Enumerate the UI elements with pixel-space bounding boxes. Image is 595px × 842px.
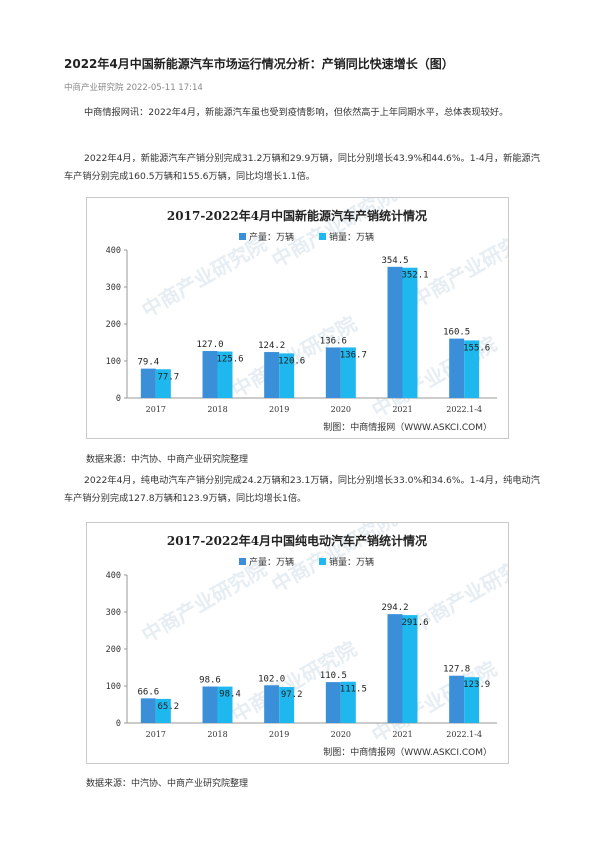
y-tick-label: 100 <box>106 357 121 367</box>
nev-chart-svg: 中商产业研究院中商产业研究院中商产业研究院中商产业研究院中商产业研究院2017-… <box>106 198 509 433</box>
x-tick-label: 2017 <box>146 405 166 414</box>
bar-sales <box>402 267 418 398</box>
data-label-sales: 77.7 <box>157 372 179 382</box>
x-tick-label: 2017 <box>146 730 166 739</box>
legend-label-sales: 销量：万辆 <box>329 231 374 243</box>
data-label-sales: 98.4 <box>219 690 241 700</box>
bar-sales <box>340 681 356 723</box>
data-label-sales: 136.7 <box>340 350 367 360</box>
data-label-sales: 120.6 <box>278 356 305 366</box>
legend-label-production: 产量：万辆 <box>249 231 294 243</box>
watermark-text: 中商产业研究院 <box>138 557 271 648</box>
data-label-sales: 155.6 <box>463 343 490 353</box>
legend-swatch-production <box>239 233 246 240</box>
watermark-text: 中商产业研究院 <box>138 232 271 323</box>
bar-sales <box>464 340 480 398</box>
data-label-production: 160.5 <box>443 328 470 338</box>
x-tick-label: 2022.1-4 <box>446 405 482 414</box>
bar-sales <box>340 347 356 398</box>
bar-sales <box>155 369 171 398</box>
x-tick-label: 2019 <box>269 405 289 414</box>
y-tick-label: 0 <box>116 394 121 404</box>
legend-swatch-sales <box>319 233 326 240</box>
bar-production <box>387 266 403 398</box>
data-label-production: 66.6 <box>137 687 159 697</box>
legend-label-sales: 销量：万辆 <box>329 556 374 568</box>
data-label-sales: 65.2 <box>157 702 179 712</box>
bar-production <box>140 698 156 723</box>
source-note-2: 数据来源：中汽协、中商产业研究院整理 <box>86 779 249 789</box>
nev-chart: 中商产业研究院中商产业研究院中商产业研究院中商产业研究院中商产业研究院2017-… <box>86 197 509 439</box>
bar-production <box>264 352 280 398</box>
x-tick-label: 2020 <box>331 405 351 414</box>
bev-paragraph: 2022年4月，纯电动汽车产销分别完成24.2万辆和23.1万辆，同比分别增长3… <box>64 475 540 504</box>
data-label-production: 127.8 <box>443 665 470 675</box>
article-title: 2022年4月中国新能源汽车市场运行情况分析：产销同比快速增长（图） <box>64 57 454 71</box>
bar-production <box>202 686 218 723</box>
data-label-production: 294.2 <box>381 603 408 613</box>
bar-production <box>202 351 218 398</box>
bar-sales <box>155 698 171 723</box>
data-label-sales: 123.9 <box>463 680 490 690</box>
x-tick-label: 2021 <box>392 730 412 739</box>
chart-title: 2017-2022年4月中国新能源汽车产销统计情况 <box>167 208 427 223</box>
bar-production <box>449 675 465 723</box>
x-tick-label: 2021 <box>392 405 412 414</box>
bar-sales <box>217 686 233 723</box>
chart-credit: 制图：中商情报网（WWW.ASKCI.COM） <box>323 421 492 433</box>
bar-production <box>387 614 403 723</box>
x-tick-label: 2019 <box>269 730 289 739</box>
data-label-production: 102.0 <box>258 674 285 684</box>
data-label-sales: 97.2 <box>281 690 303 700</box>
bar-production <box>325 347 341 398</box>
x-tick-label: 2020 <box>331 730 351 739</box>
data-label-sales: 111.5 <box>340 685 367 695</box>
x-tick-label: 2018 <box>207 405 227 414</box>
nev-paragraph: 2022年4月，新能源汽车产销分别完成31.2万辆和29.9万辆，同比分别增长4… <box>64 153 540 182</box>
bar-sales <box>402 615 418 723</box>
y-tick-label: 200 <box>106 320 121 330</box>
y-tick-label: 100 <box>106 682 121 692</box>
data-label-production: 110.5 <box>320 671 347 681</box>
data-label-production: 98.6 <box>199 676 221 686</box>
x-tick-label: 2018 <box>207 730 227 739</box>
legend-label-production: 产量：万辆 <box>249 556 294 568</box>
y-tick-label: 300 <box>106 608 121 618</box>
bar-sales <box>279 353 295 398</box>
intro-paragraph: 中商情报网讯：2022年4月，新能源汽车虽也受到疫情影响，但依然高于上年同期水平… <box>84 107 509 118</box>
y-tick-label: 0 <box>116 719 121 729</box>
y-tick-label: 200 <box>106 645 121 655</box>
data-label-sales: 291.6 <box>401 618 428 628</box>
y-tick-label: 400 <box>106 571 121 581</box>
legend-swatch-sales <box>319 558 326 565</box>
data-label-sales: 352.1 <box>401 271 428 281</box>
data-label-sales: 125.6 <box>216 355 243 365</box>
legend-swatch-production <box>239 558 246 565</box>
y-tick-label: 300 <box>106 283 121 293</box>
data-label-production: 127.0 <box>196 340 223 350</box>
bar-production <box>325 682 341 723</box>
bar-production <box>449 338 465 398</box>
data-label-production: 124.2 <box>258 341 285 351</box>
bev-chart: 中商产业研究院 中商产业研究院 中商产业研究院 中商产业研究院 中商产业研究院 2017-… <box>86 522 509 764</box>
article-meta: 中商产业研究院 2022-05-11 17:14 <box>64 83 203 93</box>
bar-sales <box>464 677 480 723</box>
data-label-production: 79.4 <box>137 358 159 368</box>
chart-credit: 制图：中商情报网（WWW.ASKCI.COM） <box>323 746 492 758</box>
bar-production <box>140 368 156 398</box>
watermark-text: 中商产业研究院 <box>408 222 509 313</box>
y-tick-label: 400 <box>106 246 121 256</box>
bar-sales <box>279 687 295 723</box>
chart-title: 2017-2022年4月中国纯电动汽车产销统计情况 <box>167 533 427 548</box>
bar-production <box>264 685 280 723</box>
x-tick-label: 2022.1-4 <box>446 730 482 739</box>
data-label-production: 136.6 <box>320 336 347 346</box>
data-label-production: 354.5 <box>381 256 408 266</box>
source-note-1: 数据来源：中汽协、中商产业研究院整理 <box>86 455 249 465</box>
bar-sales <box>217 351 233 398</box>
